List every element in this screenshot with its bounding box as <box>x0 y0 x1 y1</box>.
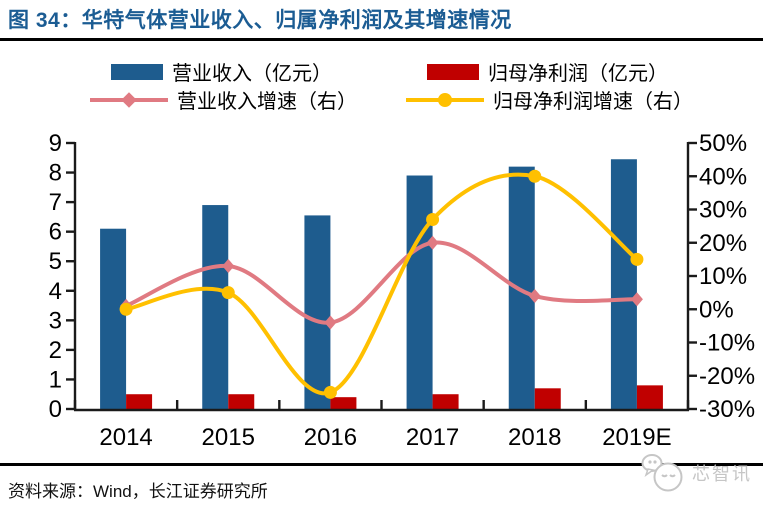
diamond-marker <box>528 288 541 303</box>
bar <box>534 388 561 409</box>
circle-marker <box>119 302 133 316</box>
legend-item-profit: 归母净利润（亿元） <box>406 60 693 85</box>
bar <box>330 397 357 409</box>
right-axis-tick-label: 30% <box>699 197 747 224</box>
source-note: 资料来源：Wind，长江证券研究所 <box>8 482 268 501</box>
watermark-text: 芯智讯 <box>692 464 752 484</box>
chat-bubble-logo-icon <box>641 454 683 492</box>
legend-label: 营业收入（亿元） <box>172 63 332 85</box>
circle-marker <box>323 385 337 399</box>
left-axis-tick-label: 9 <box>49 130 62 157</box>
left-axis-tick-label: 3 <box>49 307 62 334</box>
bar <box>100 228 127 409</box>
right-axis-tick-label: 0% <box>699 296 734 323</box>
source-divider <box>0 463 763 466</box>
diamond-marker <box>324 315 337 330</box>
left-axis-tick-label: 5 <box>49 248 62 275</box>
revenue-growth-line-swatch <box>90 91 168 108</box>
legend-label: 归母净利润增速（右） <box>493 91 693 113</box>
right-axis-tick-label: 20% <box>699 230 747 257</box>
revenue-bar-swatch <box>111 63 163 80</box>
bar <box>406 175 433 409</box>
right-axis-tick-label: -20% <box>699 363 755 390</box>
left-axis-tick-label: 7 <box>49 189 62 216</box>
bar-series-group <box>100 159 663 409</box>
right-axis-tick-label: 10% <box>699 263 747 290</box>
x-axis-category-label: 2016 <box>304 424 357 451</box>
left-axis-tick-label: 1 <box>49 366 62 393</box>
circle-marker <box>630 252 644 266</box>
left-axis-tick-label: 4 <box>49 278 62 305</box>
bar-series-0 <box>100 159 637 409</box>
profit-bar-swatch <box>427 63 479 80</box>
legend-label: 归母净利润（亿元） <box>488 63 668 85</box>
legend-item-revenue-growth: 营业收入增速（右） <box>90 88 406 113</box>
bar <box>304 215 331 409</box>
bar <box>202 205 229 409</box>
profit-growth-line-swatch <box>406 92 484 107</box>
circle-marker <box>426 212 440 226</box>
chart-legend: 营业收入（亿元） 归母净利润（亿元） 营业收入增速（右） 归母净利润增速（右） <box>90 60 693 113</box>
diamond-marker <box>426 235 439 250</box>
circle-marker-icon <box>438 92 452 107</box>
left-axis-tick-label: 8 <box>49 160 62 187</box>
circle-marker <box>221 286 235 300</box>
bar <box>432 394 459 409</box>
bar <box>636 385 663 409</box>
axes-group <box>66 141 697 412</box>
right-axis-tick-label: -30% <box>699 396 755 423</box>
left-axis-tick-label: 0 <box>49 396 62 423</box>
bar <box>508 166 535 409</box>
watermark: 芯智讯 <box>641 452 752 494</box>
x-axis-category-label: 2014 <box>99 424 152 451</box>
bar <box>228 394 255 409</box>
legend-item-profit-growth: 归母净利润增速（右） <box>406 88 693 113</box>
title-divider <box>0 38 763 41</box>
x-axis-category-label: 2015 <box>202 424 255 451</box>
left-axis-tick-label: 2 <box>49 337 62 364</box>
bar <box>126 394 153 409</box>
x-axis-category-label: 2018 <box>508 424 561 451</box>
diamond-marker <box>630 292 643 307</box>
right-axis-tick-label: 40% <box>699 163 747 190</box>
right-axis-tick-label: 50% <box>699 130 747 157</box>
x-axis-category-label: 2019E <box>602 424 671 451</box>
diamond-marker <box>222 259 235 274</box>
right-axis-tick-label: -10% <box>699 330 755 357</box>
circle-marker <box>528 169 542 183</box>
x-axis-category-label: 2017 <box>406 424 459 451</box>
line-series-1 <box>119 169 644 399</box>
page-title: 图 34：华特气体营业收入、归属净利润及其增速情况 <box>8 9 512 32</box>
bar <box>610 159 637 409</box>
legend-label: 营业收入增速（右） <box>177 91 357 113</box>
left-axis-tick-label: 6 <box>49 219 62 246</box>
legend-item-revenue: 营业收入（亿元） <box>90 60 406 85</box>
bar-series-1 <box>126 385 663 409</box>
